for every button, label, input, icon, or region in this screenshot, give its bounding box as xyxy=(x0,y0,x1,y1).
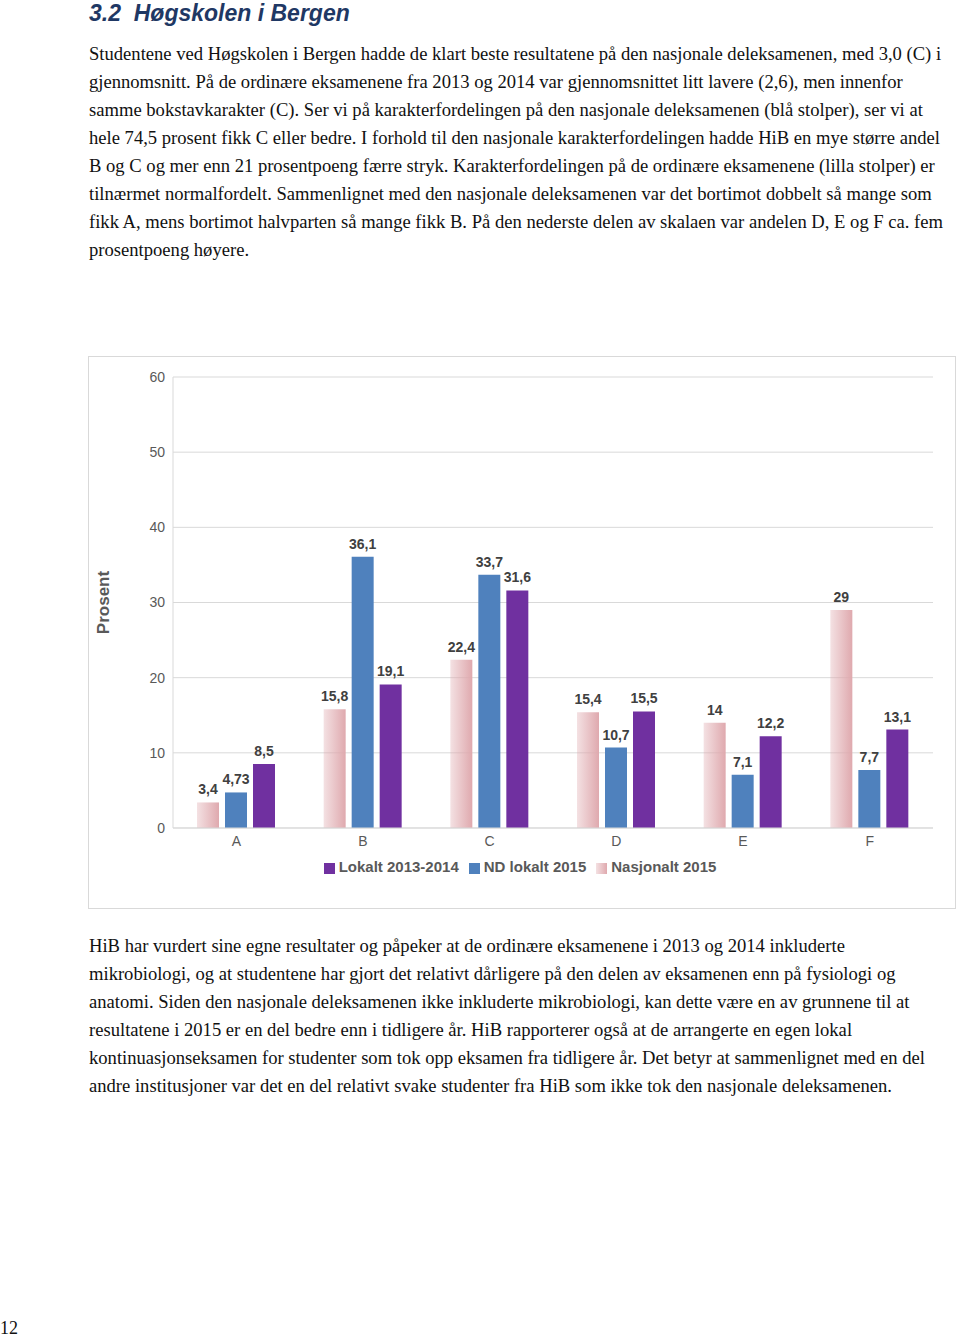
svg-text:15,8: 15,8 xyxy=(321,688,348,704)
svg-text:12,2: 12,2 xyxy=(757,715,784,731)
svg-text:3,4: 3,4 xyxy=(198,781,218,797)
svg-text:33,7: 33,7 xyxy=(476,554,503,570)
html-text:ND lokalt 2015: ND lokalt 2015 xyxy=(483,858,587,875)
svg-text:60: 60 xyxy=(149,369,165,385)
svg-text:22,4: 22,4 xyxy=(448,639,475,655)
svg-text:B: B xyxy=(358,833,367,849)
svg-text:A: A xyxy=(232,833,242,849)
svg-text:Prosent: Prosent xyxy=(94,571,113,635)
svg-text:D: D xyxy=(611,833,621,849)
svg-text:40: 40 xyxy=(149,519,165,535)
svg-text:8,5: 8,5 xyxy=(254,743,274,759)
svg-text:50: 50 xyxy=(149,444,165,460)
svg-text:10,7: 10,7 xyxy=(602,727,629,743)
html-text:HiB har vurdert sine egne resu: HiB har vurdert sine egne resultater og … xyxy=(89,935,925,1096)
svg-text:19,1: 19,1 xyxy=(377,663,404,679)
svg-text:4,73: 4,73 xyxy=(222,771,249,787)
svg-text:7,1: 7,1 xyxy=(733,754,753,770)
svg-text:29: 29 xyxy=(834,589,850,605)
html-text:12: 12 xyxy=(0,1318,18,1338)
svg-text:13,1: 13,1 xyxy=(884,709,911,725)
svg-text:36,1: 36,1 xyxy=(349,536,376,552)
html-text:Nasjonalt 2015: Nasjonalt 2015 xyxy=(611,858,717,875)
svg-text:F: F xyxy=(865,833,874,849)
svg-text:14: 14 xyxy=(707,702,723,718)
svg-text:E: E xyxy=(738,833,747,849)
svg-text:30: 30 xyxy=(149,594,165,610)
svg-text:15,5: 15,5 xyxy=(630,690,657,706)
svg-text:C: C xyxy=(485,833,495,849)
html-text:3.2 Høgskolen i Bergen: 3.2 Høgskolen i Bergen xyxy=(89,0,350,26)
svg-text:31,6: 31,6 xyxy=(504,569,531,585)
svg-text:0: 0 xyxy=(157,820,165,836)
svg-text:15,4: 15,4 xyxy=(574,691,601,707)
svg-text:20: 20 xyxy=(149,670,165,686)
svg-text:7,7: 7,7 xyxy=(860,749,880,765)
svg-text:10: 10 xyxy=(149,745,165,761)
html-text:Studentene ved Høgskolen i Ber: Studentene ved Høgskolen i Bergen hadde … xyxy=(89,43,943,260)
html-text:Lokalt 2013-2014: Lokalt 2013-2014 xyxy=(338,858,459,875)
